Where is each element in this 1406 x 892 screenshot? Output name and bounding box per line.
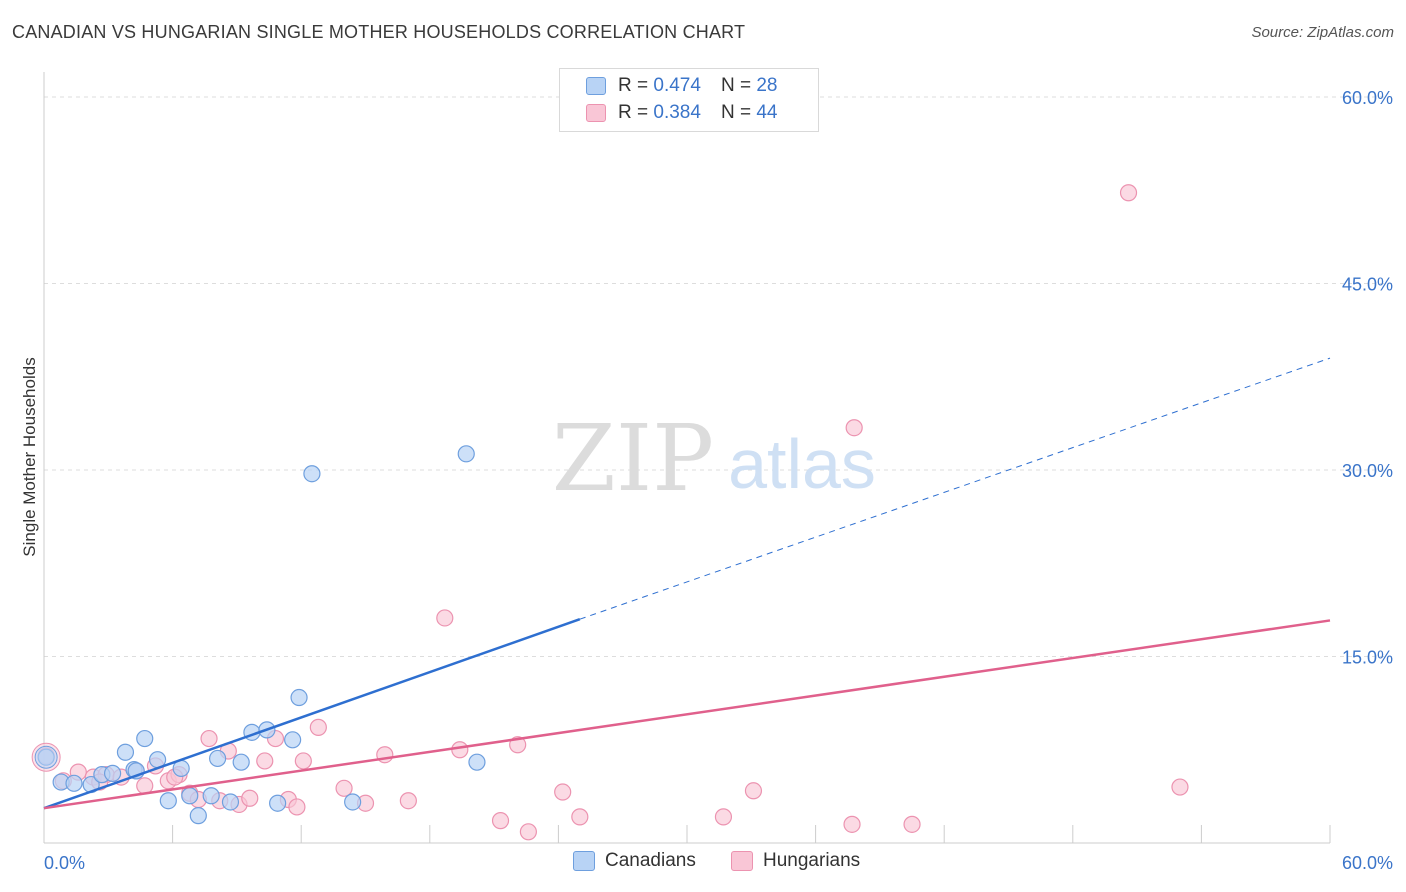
hungarians-swatch (586, 104, 606, 122)
hungarians-legend-swatch (731, 851, 753, 871)
hungarians-point (1171, 778, 1189, 796)
canadians-point (284, 731, 302, 749)
y-tick-label: 60.0% (1342, 88, 1393, 108)
canadians-trend-extension (579, 357, 1331, 620)
canadians-n-value: 28 (756, 75, 778, 96)
hungarians-point (200, 729, 218, 748)
hungarians-point (436, 609, 454, 627)
canadians-point (181, 787, 199, 805)
canadians-point (232, 753, 250, 771)
hungarians-point (309, 718, 327, 736)
hungarians-points (31, 184, 1189, 841)
chart-title: CANADIAN VS HUNGARIAN SINGLE MOTHER HOUS… (12, 22, 746, 42)
y-tick-label: 15.0% (1342, 648, 1393, 668)
legend-row-canadians: R = 0.474 N = 28 (586, 73, 777, 99)
hungarians-point (256, 752, 274, 770)
hungarians-point (451, 741, 469, 759)
stats-legend: R = 0.474 N = 28 R = 0.384 N = 44 (559, 68, 819, 132)
hungarians-point (399, 792, 417, 810)
canadians-point (202, 787, 220, 805)
canadians-cluster-point (34, 745, 58, 769)
hungarians-point (554, 783, 572, 801)
hungarians-point (288, 798, 306, 816)
canadians-point (103, 764, 122, 782)
hungarians-legend-label: Hungarians (763, 850, 861, 871)
r-label: R = (618, 75, 649, 96)
canadians-point (136, 729, 154, 748)
source-label: Source: ZipAtlas.com (1251, 24, 1394, 41)
hungarians-point (843, 815, 861, 833)
canadians-point (269, 794, 287, 812)
hungarians-point (241, 789, 259, 807)
x-tick-label-max: 60.0% (1342, 853, 1393, 873)
watermark: ZIP atlas (552, 405, 876, 512)
hungarians-point (294, 752, 312, 770)
canadians-trend-line (43, 618, 581, 810)
canadians-point (303, 465, 321, 483)
y-tick-label: 45.0% (1342, 275, 1393, 295)
hungarians-point (903, 815, 921, 833)
hungarians-point (1119, 184, 1138, 202)
hungarians-trend-line (43, 619, 1331, 810)
canadians-point (159, 792, 177, 810)
hungarians-point (744, 782, 763, 800)
x-axis-ticks (43, 825, 1331, 843)
canadians-point (116, 743, 135, 761)
legend-item-hungarians[interactable]: Hungarians (731, 850, 860, 872)
hungarians-r-value: 0.384 (653, 102, 701, 123)
canadians-point (189, 807, 207, 825)
canadians-point (468, 753, 486, 771)
hungarians-n-value: 44 (756, 102, 778, 123)
n-label: N = (720, 75, 752, 96)
canadians-point (65, 774, 83, 792)
r-label: R = (618, 102, 649, 123)
canadians-point (457, 445, 475, 463)
canadians-legend-swatch (573, 851, 595, 871)
canadians-point (290, 688, 308, 707)
canadians-legend-label: Canadians (605, 850, 696, 871)
x-tick-label-min: 0.0% (44, 853, 85, 873)
canadians-swatch (586, 77, 606, 95)
x-tick-labels: 0.0% 60.0% (44, 853, 1393, 873)
y-tick-labels: 15.0% 30.0% 45.0% 60.0% (1342, 88, 1393, 668)
watermark-zip: ZIP (552, 405, 714, 512)
canadians-points (34, 445, 486, 825)
hungarians-point (335, 779, 353, 797)
y-tick-label: 30.0% (1342, 461, 1393, 481)
hungarians-point (714, 808, 733, 826)
hungarians-point (845, 419, 863, 437)
trend-lines (43, 357, 1331, 810)
canadians-point (209, 749, 227, 768)
canadians-point (344, 793, 362, 811)
hungarians-point (491, 812, 510, 830)
hungarians-point (571, 808, 589, 826)
canadians-point (221, 793, 240, 811)
n-label: N = (720, 102, 752, 123)
legend-row-hungarians: R = 0.384 N = 44 (586, 100, 777, 126)
canadians-r-value: 0.474 (653, 75, 701, 96)
hungarians-point (519, 823, 537, 841)
legend-item-canadians[interactable]: Canadians (573, 850, 696, 872)
watermark-atlas: atlas (728, 425, 876, 503)
